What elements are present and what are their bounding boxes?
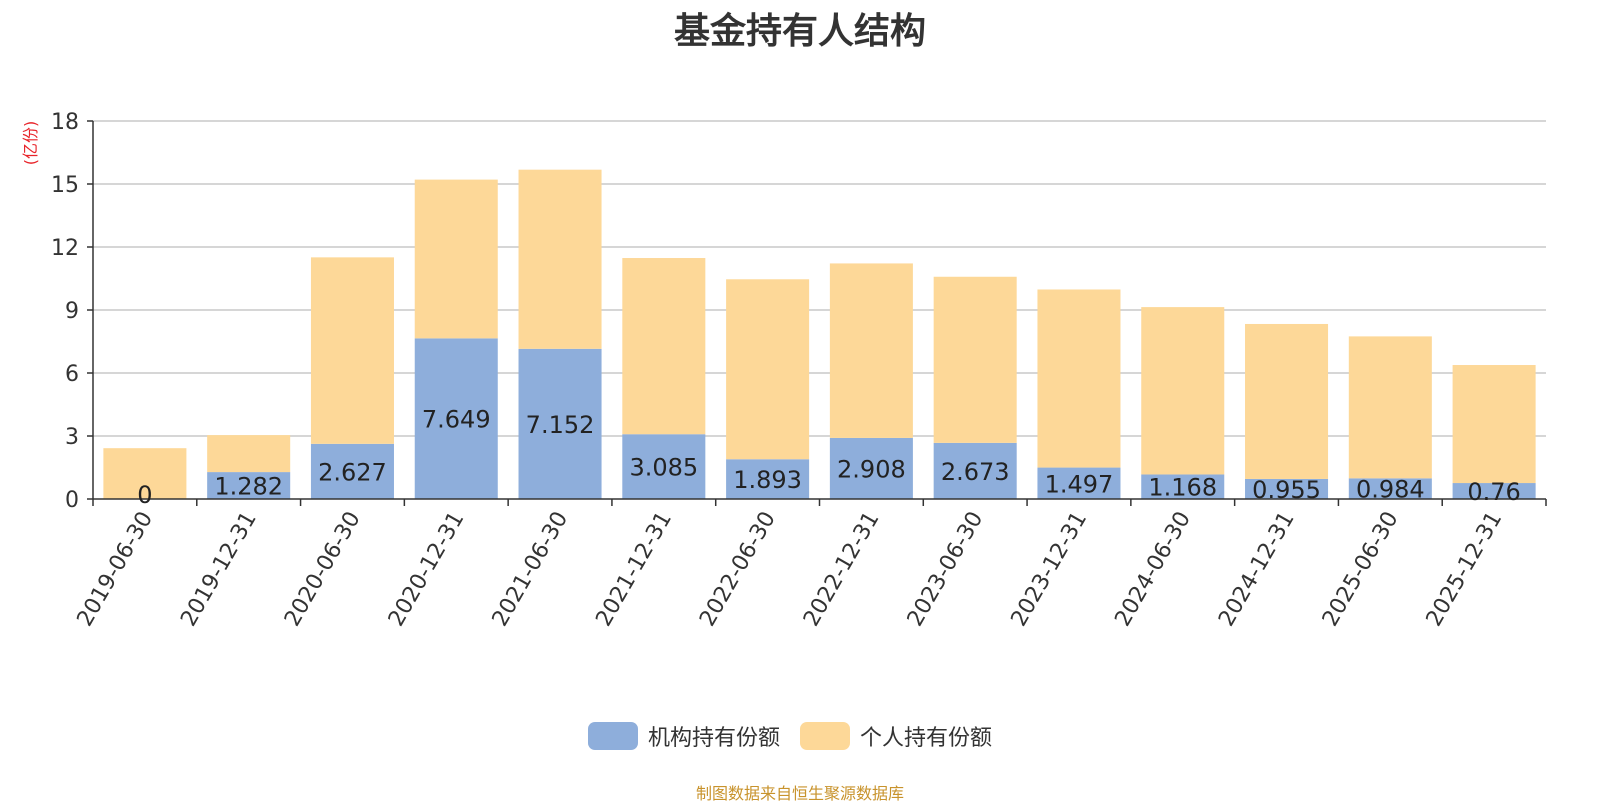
data-label-institutional: 1.497 bbox=[1045, 470, 1114, 498]
data-label-institutional: 1.893 bbox=[733, 466, 802, 494]
bar-individual[interactable] bbox=[310, 257, 394, 444]
data-label-institutional: 0 bbox=[137, 481, 152, 509]
data-label-institutional: 0.984 bbox=[1356, 476, 1425, 504]
legend-label-individual[interactable]: 个人持有份额 bbox=[860, 726, 993, 751]
bar-institutional[interactable] bbox=[829, 437, 913, 499]
data-label-institutional: 2.908 bbox=[837, 455, 906, 483]
bar-individual[interactable] bbox=[103, 448, 187, 499]
y-axis-unit-label: (亿份) bbox=[21, 121, 40, 166]
data-label-institutional: 1.168 bbox=[1148, 474, 1217, 502]
bar-institutional[interactable] bbox=[1141, 474, 1225, 499]
y-tick-label: 12 bbox=[51, 236, 79, 261]
y-tick-label: 0 bbox=[65, 488, 79, 513]
bar-individual[interactable] bbox=[933, 276, 1017, 443]
bar-individual[interactable] bbox=[829, 263, 913, 438]
legend: 机构持有份额 个人持有份额 bbox=[588, 720, 992, 752]
bar-individual[interactable] bbox=[1348, 336, 1432, 479]
x-tick-label: 2023-12-31 bbox=[1007, 508, 1093, 631]
bar-individual[interactable] bbox=[622, 258, 706, 435]
bar-individual[interactable] bbox=[1245, 323, 1329, 479]
bar-institutional[interactable] bbox=[207, 472, 291, 499]
x-tick-label: 2025-12-31 bbox=[1422, 508, 1508, 631]
x-tick-label: 2020-12-31 bbox=[384, 508, 470, 631]
y-tick-label: 6 bbox=[65, 362, 79, 387]
x-tick-label: 2024-06-30 bbox=[1110, 508, 1196, 631]
data-label-institutional: 3.085 bbox=[629, 454, 698, 482]
x-tick-label: 2023-06-30 bbox=[903, 508, 989, 631]
bar-institutional[interactable] bbox=[518, 348, 602, 499]
x-tick-label: 2021-06-30 bbox=[488, 508, 574, 631]
bar-individual[interactable] bbox=[1141, 307, 1225, 475]
legend-swatch-institutional[interactable] bbox=[588, 722, 638, 750]
data-label-institutional: 0.76 bbox=[1467, 478, 1520, 506]
y-tick-label: 3 bbox=[65, 425, 79, 450]
bar-individual[interactable] bbox=[1452, 365, 1536, 484]
bar-institutional[interactable] bbox=[414, 338, 498, 499]
bar-institutional[interactable] bbox=[310, 443, 394, 499]
bar-institutional[interactable] bbox=[622, 434, 706, 499]
legend-swatch-individual[interactable] bbox=[800, 722, 851, 750]
data-label-institutional: 1.282 bbox=[214, 473, 283, 501]
legend-label-institutional[interactable]: 机构持有份额 bbox=[648, 726, 781, 751]
bar-institutional[interactable] bbox=[1245, 478, 1329, 499]
data-label-institutional: 7.152 bbox=[526, 411, 595, 439]
x-tick-label: 2020-06-30 bbox=[280, 508, 366, 631]
bar-individual[interactable] bbox=[1037, 289, 1121, 468]
x-tick-label: 2019-06-30 bbox=[73, 508, 159, 631]
source-note: 制图数据来自恒生聚源数据库 bbox=[695, 784, 904, 803]
bar-institutional[interactable] bbox=[726, 459, 810, 499]
x-tick-label: 2025-06-30 bbox=[1318, 508, 1404, 631]
x-tick-label: 2024-12-31 bbox=[1214, 508, 1300, 631]
data-label-institutional: 2.673 bbox=[941, 458, 1010, 486]
data-label-institutional: 0.955 bbox=[1252, 476, 1321, 504]
bar-institutional[interactable] bbox=[1452, 483, 1536, 499]
data-label-institutional: 2.627 bbox=[318, 458, 387, 486]
bar-institutional[interactable] bbox=[1037, 467, 1121, 499]
x-tick-label: 2021-12-31 bbox=[591, 508, 677, 631]
bar-individual[interactable] bbox=[207, 435, 291, 473]
y-tick-label: 18 bbox=[51, 110, 79, 135]
chart-title: 基金持有人结构 bbox=[673, 11, 926, 52]
y-tick-label: 9 bbox=[65, 299, 79, 324]
y-tick-label: 15 bbox=[51, 173, 79, 198]
bar-institutional[interactable] bbox=[933, 442, 1017, 499]
bar-individual[interactable] bbox=[518, 169, 602, 349]
bar-institutional[interactable] bbox=[1348, 478, 1432, 499]
bar-individual[interactable] bbox=[414, 179, 498, 339]
x-tick-label: 2019-12-31 bbox=[176, 508, 262, 631]
x-tick-label: 2022-06-30 bbox=[695, 508, 781, 631]
data-label-institutional: 7.649 bbox=[422, 406, 491, 434]
bar-individual[interactable] bbox=[726, 279, 810, 460]
x-tick-label: 2022-12-31 bbox=[799, 508, 885, 631]
